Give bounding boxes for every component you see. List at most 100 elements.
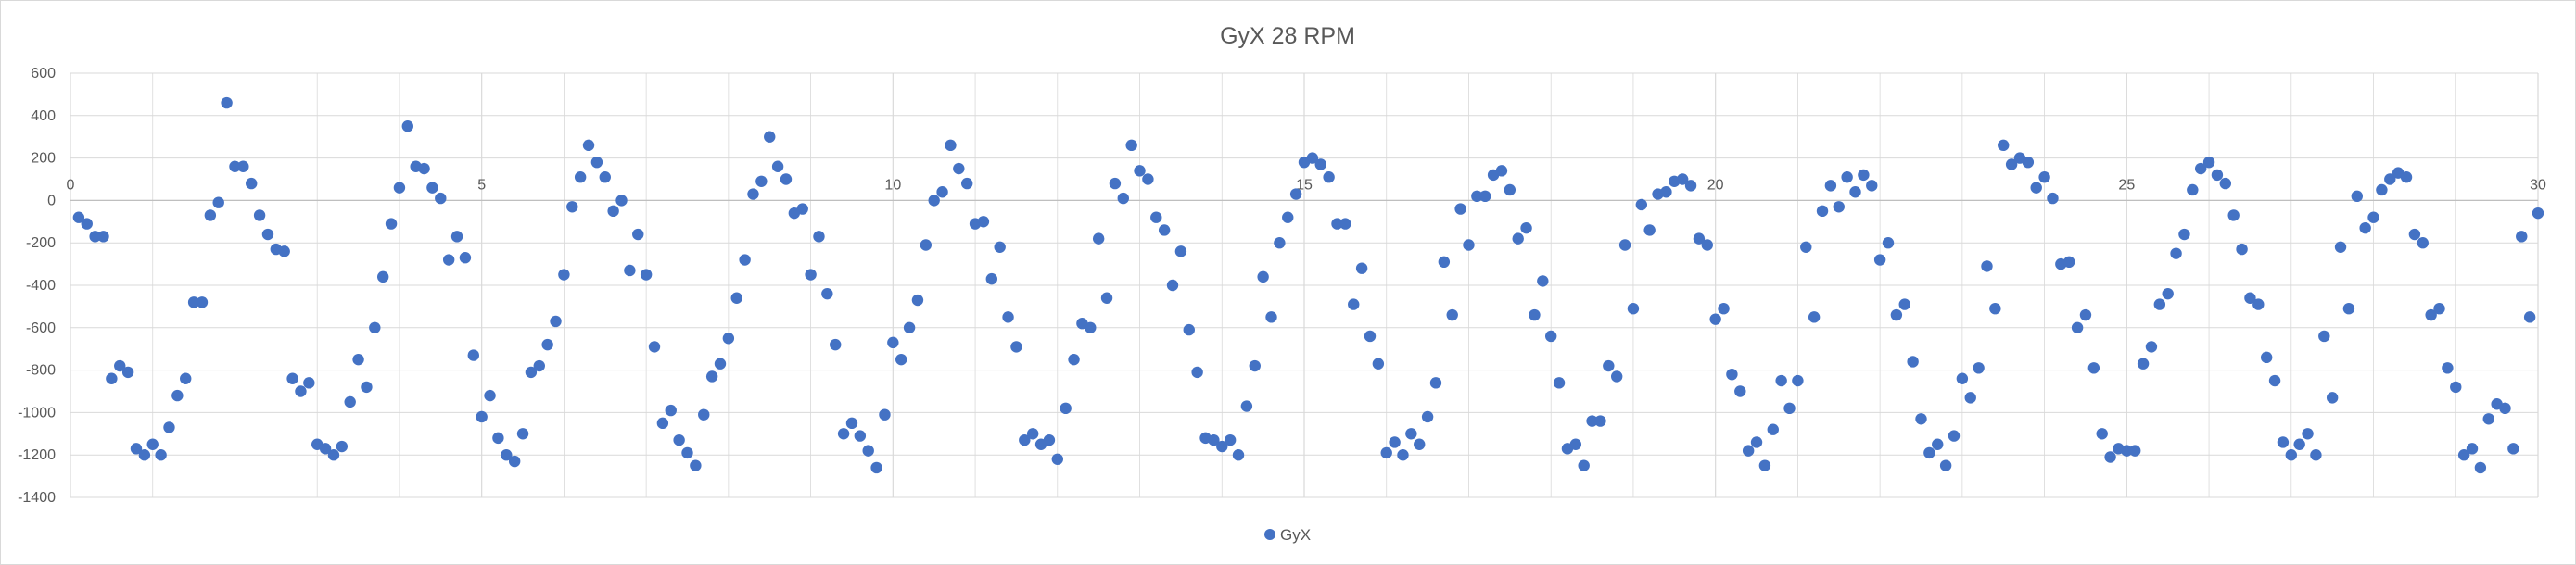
data-point	[2145, 341, 2158, 353]
x-tick-label: 5	[477, 177, 486, 193]
data-point	[1989, 302, 2001, 315]
data-point	[1898, 298, 1910, 310]
data-point	[401, 120, 414, 132]
data-point	[369, 321, 381, 333]
data-point	[1282, 211, 1294, 223]
data-point	[2162, 287, 2174, 300]
y-tick-label: 200	[31, 151, 56, 167]
data-point	[253, 209, 266, 221]
data-point	[2071, 321, 2084, 333]
data-point	[1471, 190, 1483, 203]
data-point	[2030, 182, 2042, 194]
data-point	[2121, 445, 2133, 457]
data-point	[303, 377, 315, 389]
data-point	[960, 177, 973, 190]
data-point	[1463, 239, 1475, 251]
data-point	[1389, 436, 1401, 448]
data-point	[2104, 451, 2116, 463]
data-point	[558, 269, 570, 281]
y-tick-label: -1400	[18, 490, 56, 506]
data-point	[352, 353, 364, 366]
data-point	[1158, 224, 1171, 236]
data-point	[845, 417, 858, 430]
data-point	[656, 417, 669, 430]
data-point	[2507, 443, 2519, 455]
data-point	[1249, 359, 1261, 372]
data-point	[2252, 298, 2265, 310]
data-point	[854, 430, 867, 442]
data-point	[1355, 262, 1368, 274]
data-point	[508, 455, 521, 468]
data-point	[442, 254, 455, 266]
data-point	[1578, 459, 1590, 471]
data-point	[1545, 330, 1557, 343]
x-tick-label: 10	[884, 177, 901, 193]
data-point	[1010, 341, 1022, 353]
data-point	[837, 428, 850, 440]
data-point	[1323, 171, 1335, 183]
data-point	[1265, 311, 1277, 323]
data-point	[1043, 433, 1056, 446]
data-point	[1512, 232, 1524, 245]
data-point	[1709, 313, 1721, 325]
data-point	[796, 203, 808, 215]
data-point	[1808, 311, 1821, 323]
data-point	[261, 228, 274, 241]
data-point	[821, 287, 833, 300]
data-point	[730, 292, 742, 304]
data-point	[945, 139, 957, 152]
data-point	[1339, 218, 1351, 230]
data-point	[574, 171, 587, 183]
data-point	[319, 443, 332, 455]
data-point	[2219, 177, 2232, 190]
data-point	[2400, 171, 2413, 183]
data-point	[1981, 260, 1993, 272]
data-point	[385, 218, 398, 230]
data-point	[714, 358, 727, 370]
data-point	[1348, 298, 1360, 310]
data-point	[1454, 203, 1466, 215]
data-point	[1610, 370, 1623, 383]
data-point	[1635, 198, 1648, 211]
y-tick-label: -1200	[18, 447, 56, 463]
data-point	[2236, 243, 2248, 256]
data-point	[1800, 241, 1812, 253]
data-point	[1956, 372, 1969, 384]
data-point	[278, 245, 290, 257]
data-point	[1767, 423, 1779, 435]
data-point	[1109, 177, 1122, 190]
data-point	[229, 160, 241, 172]
data-point	[1060, 402, 1072, 415]
data-point	[1569, 438, 1582, 450]
data-point	[336, 440, 349, 453]
data-point	[1085, 321, 1097, 333]
data-point	[2244, 292, 2256, 304]
data-point	[501, 449, 513, 461]
x-tick-label: 25	[2118, 177, 2135, 193]
data-point	[146, 438, 159, 450]
data-point	[237, 160, 249, 172]
data-point	[1125, 139, 1137, 152]
data-point	[2457, 449, 2470, 461]
y-tick-label: -400	[26, 278, 56, 294]
data-point	[590, 156, 603, 169]
data-point	[1446, 308, 1458, 321]
data-point	[1414, 438, 1426, 450]
data-point	[607, 205, 619, 218]
data-point	[2516, 231, 2528, 243]
data-point	[72, 211, 85, 223]
data-point	[2005, 158, 2018, 170]
data-point	[624, 264, 636, 277]
data-point	[2268, 374, 2281, 387]
points-layer	[72, 96, 2544, 474]
data-point	[1907, 356, 1919, 368]
data-point	[97, 231, 109, 243]
data-point	[771, 160, 784, 172]
data-point	[1142, 173, 1154, 185]
data-point	[2326, 392, 2339, 404]
data-point	[541, 338, 553, 351]
data-point	[1364, 330, 1377, 343]
data-point	[2442, 362, 2454, 374]
data-point	[936, 186, 948, 198]
